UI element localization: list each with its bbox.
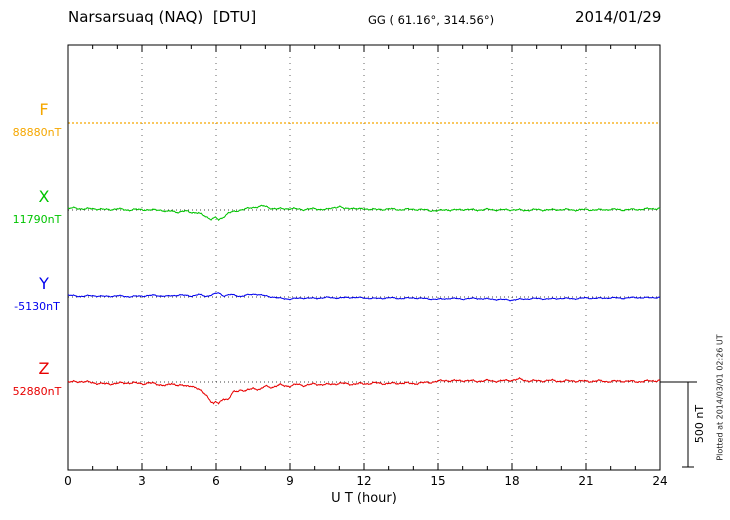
- x-axis-title: U T (hour): [331, 491, 397, 506]
- scale-bar-label: 500 nT: [693, 404, 706, 444]
- channel-label-f: F: [39, 100, 49, 119]
- x-tick-label: 6: [212, 474, 220, 488]
- geo-coordinates: GG ( 61.16°, 314.56°): [368, 13, 495, 27]
- x-tick-label: 12: [356, 474, 372, 488]
- x-tick-label: 18: [504, 474, 520, 488]
- plotted-timestamp-note: Plotted at 2014/03/01 02:26 UT: [715, 334, 725, 461]
- channel-label-z: Z: [38, 359, 50, 378]
- x-tick-label: 15: [430, 474, 446, 488]
- x-tick-label: 0: [64, 474, 72, 488]
- x-tick-label: 3: [138, 474, 146, 488]
- channel-baseline-x: 11790nT: [12, 213, 62, 226]
- x-tick-label: 24: [652, 474, 668, 488]
- station-title: Narsarsuaq (NAQ) [DTU]: [68, 8, 257, 26]
- channel-baseline-z: 52880nT: [12, 385, 62, 398]
- x-tick-label: 9: [286, 474, 294, 488]
- channel-baseline-f: 88880nT: [12, 126, 62, 139]
- x-tick-label: 21: [578, 474, 594, 488]
- channel-baseline-y: -5130nT: [14, 300, 60, 313]
- channel-label-y: Y: [39, 274, 49, 293]
- channel-label-x: X: [38, 187, 50, 206]
- plot-date: 2014/01/29: [575, 8, 662, 26]
